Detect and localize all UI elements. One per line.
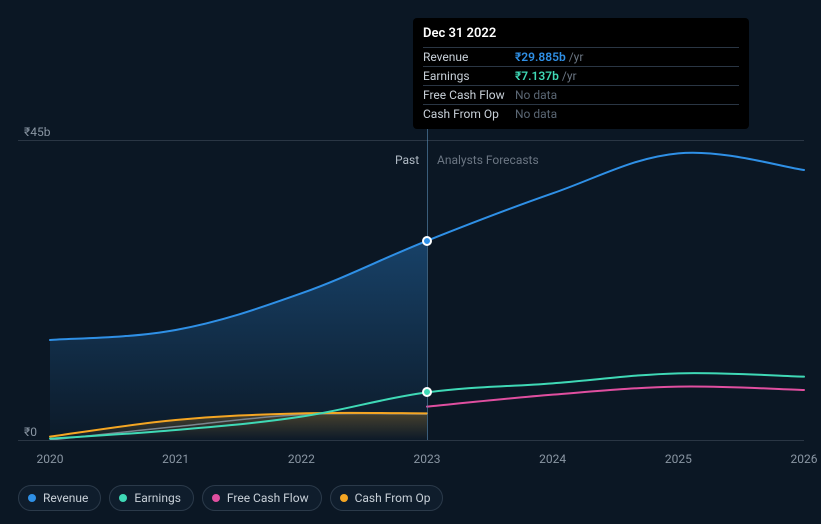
tooltip-row: Earnings₹7.137b/yr [423, 66, 739, 85]
tooltip-row-label: Earnings [423, 69, 515, 83]
tooltip-row: Revenue₹29.885b/yr [423, 47, 739, 66]
tooltip-row-value: ₹29.885b [515, 50, 566, 64]
x-tick-label: 2025 [665, 452, 692, 466]
section-past-label: Past [395, 153, 419, 167]
x-tick-label: 2020 [37, 452, 64, 466]
gridline-bottom [18, 440, 804, 441]
legend: Revenue Earnings Free Cash Flow Cash From O… [18, 485, 443, 511]
x-tick-label: 2022 [288, 452, 315, 466]
y-tick-label: ₹0 [24, 425, 37, 439]
legend-dot-icon [340, 494, 348, 502]
x-tick-label: 2026 [791, 452, 818, 466]
legend-item-revenue[interactable]: Revenue [18, 485, 101, 511]
tooltip-row: Cash From OpNo data [423, 104, 739, 123]
tooltip-row-label: Revenue [423, 50, 515, 64]
legend-item-label: Cash From Op [355, 491, 431, 505]
tooltip-title: Dec 31 2022 [423, 26, 739, 41]
tooltip: Dec 31 2022 Revenue₹29.885b/yrEarnings₹7… [413, 18, 749, 129]
tooltip-row-label: Cash From Op [423, 107, 515, 121]
y-tick-label: ₹45b [24, 125, 50, 139]
revenue-area [50, 241, 427, 440]
tooltip-row: Free Cash FlowNo data [423, 85, 739, 104]
x-tick-label: 2023 [414, 452, 441, 466]
tooltip-row-unit: /yr [569, 50, 584, 64]
legend-dot-icon [212, 494, 220, 502]
legend-dot-icon [28, 494, 36, 502]
earnings-marker [422, 387, 432, 397]
legend-item-label: Revenue [43, 491, 88, 505]
free_cash_flow-line [427, 387, 804, 407]
legend-item-cash_from_op[interactable]: Cash From Op [330, 485, 444, 511]
tooltip-row-value: ₹7.137b [515, 69, 559, 83]
legend-item-label: Free Cash Flow [227, 491, 309, 505]
legend-item-earnings[interactable]: Earnings [109, 485, 194, 511]
section-forecast-label: Analysts Forecasts [437, 153, 539, 167]
tooltip-row-nodata: No data [515, 107, 557, 121]
tooltip-row-nodata: No data [515, 88, 557, 102]
gridline-top [18, 140, 804, 141]
legend-item-free_cash_flow[interactable]: Free Cash Flow [202, 485, 322, 511]
legend-item-label: Earnings [134, 491, 181, 505]
x-tick-label: 2024 [539, 452, 566, 466]
tooltip-row-label: Free Cash Flow [423, 88, 515, 102]
legend-dot-icon [119, 494, 127, 502]
x-tick-label: 2021 [162, 452, 189, 466]
tooltip-row-unit: /yr [562, 69, 577, 83]
revenue-marker [422, 236, 432, 246]
